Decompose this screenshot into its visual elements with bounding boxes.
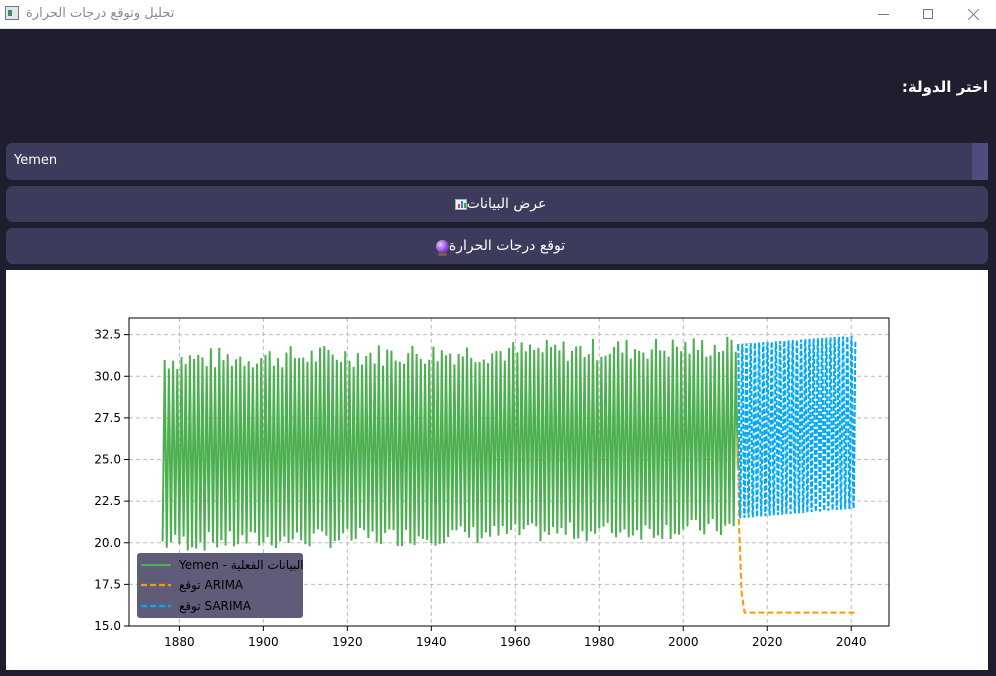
chart-axes: 1880 1900 1920 1940 1960 1980 2000 2020 2040 32.5… xyxy=(94,328,866,649)
temperature-chart: 1880 1900 1920 1940 1960 1980 2000 2020 2040 32.5… xyxy=(94,317,890,649)
maximize-icon xyxy=(923,9,933,19)
y-tick-label: 27.5 xyxy=(94,411,121,425)
country-select[interactable]: Yemen xyxy=(6,143,988,180)
plot-frame xyxy=(128,317,890,627)
app-icon xyxy=(5,6,19,20)
close-icon xyxy=(967,8,980,21)
legend-label-actual: Yemen - البيانات الفعلية xyxy=(178,558,304,572)
bar-chart-icon xyxy=(454,198,467,210)
chart-plot xyxy=(161,335,857,614)
y-tick-label: 30.0 xyxy=(94,369,121,383)
minimize-icon xyxy=(877,13,889,15)
y-tick-label: 32.5 xyxy=(94,328,121,342)
maximize-button[interactable] xyxy=(905,0,951,28)
x-tick-label: 2020 xyxy=(752,635,783,649)
show-data-label: عرض البيانات xyxy=(466,196,547,212)
x-tick-label: 1960 xyxy=(500,635,531,649)
x-tick-label: 1940 xyxy=(416,635,447,649)
show-data-button[interactable]: عرض البيانات xyxy=(6,186,988,222)
country-label: اختر الدولة: xyxy=(901,78,988,96)
y-tick-label: 25.0 xyxy=(94,453,121,467)
chart-panel: 1880 1900 1920 1940 1960 1980 2000 2020 2040 32.5… xyxy=(6,270,988,670)
arima-series-line xyxy=(736,437,856,614)
minimize-button[interactable] xyxy=(860,0,906,28)
legend-label-sarima: توقع SARIMA xyxy=(179,599,252,614)
forecast-button[interactable]: توقع درجات الحرارة xyxy=(6,228,988,264)
forecast-label: توقع درجات الحرارة xyxy=(448,238,566,254)
country-select-value: Yemen xyxy=(14,153,58,168)
x-tick-label: 1900 xyxy=(248,635,279,649)
close-button[interactable] xyxy=(950,0,996,28)
title-bar: تحليل وتوقع درجات الحرارة xyxy=(0,0,996,29)
sarima-series-line xyxy=(736,335,857,519)
y-tick-label: 20.0 xyxy=(94,536,121,550)
y-tick-label: 22.5 xyxy=(94,494,121,508)
chart-legend: Yemen - البيانات الفعلية توقع ARIMA توقع… xyxy=(137,553,304,618)
y-tick-label: 15.0 xyxy=(94,619,121,633)
crystal-ball-icon xyxy=(435,239,449,256)
x-tick-label: 2000 xyxy=(668,635,699,649)
actual-series-line xyxy=(161,336,739,551)
legend-box xyxy=(137,553,303,618)
y-tick-label: 17.5 xyxy=(94,577,121,591)
legend-label-arima: توقع ARIMA xyxy=(179,578,244,593)
x-tick-label: 1880 xyxy=(164,635,195,649)
x-tick-label: 1920 xyxy=(332,635,363,649)
select-scroll-handle[interactable] xyxy=(972,143,988,180)
window-title: تحليل وتوقع درجات الحرارة xyxy=(26,6,175,21)
x-tick-label: 2040 xyxy=(836,635,867,649)
x-tick-label: 1980 xyxy=(584,635,615,649)
